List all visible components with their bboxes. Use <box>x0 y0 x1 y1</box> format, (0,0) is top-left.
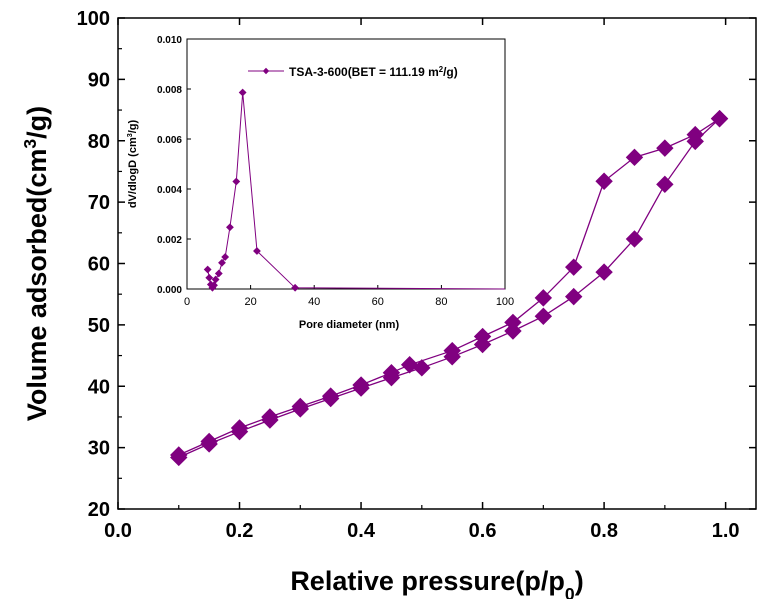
main-data-point-desorption <box>686 125 704 144</box>
main-data-point-desorption <box>473 327 492 346</box>
main-data-point-adsorption <box>565 287 583 306</box>
inset-data-point <box>238 88 247 97</box>
inset-data-point <box>205 273 214 282</box>
main-data-point-desorption <box>504 313 522 332</box>
inset-plot-frame <box>186 38 506 290</box>
main-data-point-desorption <box>291 397 309 416</box>
main-data-point-desorption <box>656 139 674 157</box>
main-data-point-desorption <box>595 172 613 190</box>
inset-data-point <box>210 281 218 290</box>
main-x-axis-title: Relative pressure(p/p0) <box>290 566 583 599</box>
main-data-point-desorption <box>710 109 729 128</box>
inset-data-point <box>211 275 220 284</box>
main-y-tick-label: 20 <box>88 499 110 521</box>
main-data-point-desorption <box>625 148 644 167</box>
inset-data-point <box>226 223 234 232</box>
main-y-axis-title: Volume adsorbed(cm3/g) <box>20 106 52 421</box>
main-y-tick-label: 70 <box>88 192 110 214</box>
main-y-tick-label: 100 <box>77 8 110 30</box>
main-data-point-desorption <box>261 408 279 426</box>
main-x-tick-label: 0.4 <box>347 520 376 542</box>
main-y-tick-label: 40 <box>88 376 110 398</box>
main-y-tick-label: 50 <box>88 315 110 337</box>
inset-data-point <box>291 283 300 292</box>
inset-y-tick-label: 0.008 <box>157 85 182 96</box>
inset-y-tick-label: 0.004 <box>157 185 182 196</box>
inset-x-axis-title: Pore diameter (nm) <box>299 319 400 331</box>
main-data-point-desorption <box>565 258 583 276</box>
main-data-point-adsorption <box>534 307 553 325</box>
inset-data-point <box>253 247 261 255</box>
main-data-point-adsorption <box>625 230 644 248</box>
inset-legend-marker <box>262 67 270 75</box>
inset-y-tick-label: 0.002 <box>157 235 182 246</box>
main-x-tick-label: 1.0 <box>712 520 740 542</box>
main-x-tick-label: 0.8 <box>590 520 618 542</box>
main-data-point-desorption <box>400 356 419 374</box>
inset-x-tick-label: 40 <box>308 296 320 308</box>
inset-x-tick-label: 100 <box>496 296 514 308</box>
inset-y-tick-label: 0.000 <box>157 285 182 296</box>
inset-y-axis-title: dV/dlogD (cm3/g) <box>126 120 139 209</box>
main-y-tick-label: 60 <box>88 254 110 276</box>
inset-data-point <box>214 269 223 278</box>
main-data-point-desorption <box>321 387 340 405</box>
main-data-point-adsorption <box>656 175 674 194</box>
inset-legend-label: TSA-3-600(BET = 111.19 m2/g) <box>289 65 458 80</box>
main-data-point-desorption <box>443 341 461 360</box>
inset-x-tick-label: 0 <box>184 296 190 308</box>
main-data-point-adsorption <box>595 263 613 281</box>
main-data-point-desorption <box>200 432 218 451</box>
main-y-tick-label: 90 <box>88 69 110 91</box>
main-x-tick-label: 0.2 <box>226 520 254 542</box>
main-y-tick-label: 80 <box>88 131 110 153</box>
main-data-point-desorption <box>352 376 370 394</box>
inset-data-point <box>218 258 226 267</box>
main-data-point-desorption <box>534 289 553 307</box>
inset-x-tick-label: 60 <box>372 296 384 308</box>
inset-y-tick-label: 0.006 <box>157 135 182 146</box>
inset-data-point <box>203 265 212 274</box>
main-data-point-desorption <box>230 419 249 437</box>
inset-y-tick-label: 0.010 <box>157 35 182 46</box>
main-data-point-desorption <box>382 364 401 382</box>
main-data-point-desorption <box>170 446 188 464</box>
inset-data-point <box>232 177 241 186</box>
inset-x-tick-label: 20 <box>244 296 256 308</box>
main-y-tick-label: 30 <box>88 438 110 460</box>
inset-x-tick-label: 80 <box>435 296 447 308</box>
main-x-tick-label: 0.0 <box>104 520 132 542</box>
inset-data-point <box>221 253 230 261</box>
main-x-tick-label: 0.6 <box>469 520 497 542</box>
